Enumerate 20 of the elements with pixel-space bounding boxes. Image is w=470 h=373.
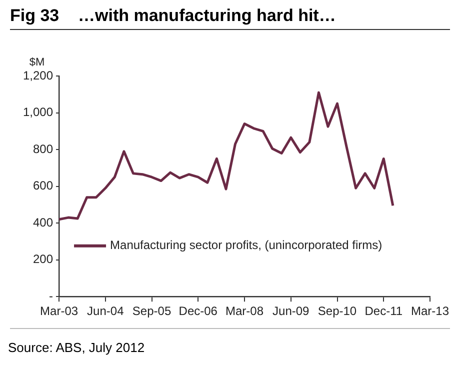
x-tick-label: Mar-08 [226,304,264,318]
y-axis-title: $M [29,56,45,69]
x-tick-label: Sep-05 [132,304,172,318]
x-tick-label: Dec-11 [364,304,403,318]
x-tick-label: Mar-13 [410,304,450,318]
x-tick-label: Mar-03 [40,304,78,318]
y-tick-label: 1,200 [23,68,54,82]
x-tick-label: Jun-09 [272,304,310,318]
y-tick-label: - [49,288,54,303]
y-tick-label: 800 [33,142,54,156]
source-note: Source: ABS, July 2012 [8,340,146,355]
y-tick-label: 600 [33,178,54,193]
y-tick-label: 400 [33,215,54,230]
y-tick-label: 1,000 [23,105,54,120]
x-tick-label: Sep-10 [318,304,357,318]
y-tick-label: 200 [33,252,54,266]
legend-label: Manufacturing sector profits, (unincorporated firms) [110,238,382,252]
chart-title: Fig 33 …with manufacturing hard hit… [10,6,450,30]
x-tick-label: Jun-04 [87,304,124,318]
x-tick-label: Dec-06 [178,304,218,318]
